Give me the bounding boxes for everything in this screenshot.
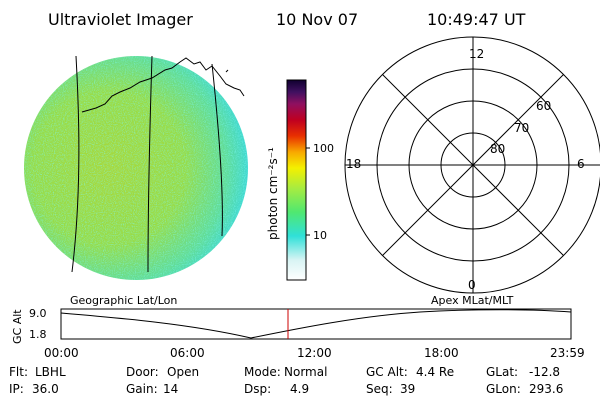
colorbar-tick-label-100: 100 [313, 142, 334, 155]
colorbar: 100 10 photon cm⁻²s⁻¹ [266, 79, 334, 281]
status-door-value: Open [167, 365, 199, 379]
strip-y-tick-top: 9.0 [29, 307, 47, 320]
mlt-label-6: 6 [577, 157, 585, 171]
colorbar-unit-label: photon cm⁻²s⁻¹ [266, 147, 280, 240]
status-ip-key: IP: [9, 382, 24, 396]
status-dsp-value: 4.9 [290, 382, 309, 396]
altitude-curve [60, 309, 572, 339]
longitude-line-3 [211, 63, 223, 237]
strip-y-tick-bottom: 1.8 [29, 328, 47, 341]
status-seq-value: 39 [400, 382, 415, 396]
strip-right-title: Apex MLat/MLT [431, 294, 514, 307]
mlat-label-80: 80 [490, 142, 505, 156]
uv-image-disk [24, 55, 248, 280]
mlt-label-0: 0 [468, 278, 476, 292]
strip-x-tick-4: 23:59 [550, 346, 585, 360]
longitude-line-1 [71, 55, 80, 273]
header: Ultraviolet Imager 10 Nov 07 10:49:47 UT [48, 10, 526, 29]
status-mode-key: Mode: [244, 365, 281, 379]
status-glat-key: GLat: [486, 365, 518, 379]
strip-x-tick-1: 06:00 [170, 346, 205, 360]
colorbar-tick-label-10: 10 [313, 229, 327, 242]
observation-time: 10:49:47 UT [427, 10, 526, 29]
strip-x-tick-2: 12:00 [297, 346, 332, 360]
status-footer: Flt: LBHL Door: Open Mode: Normal GC Alt… [9, 365, 563, 396]
strip-x-tick-0: 00:00 [44, 346, 79, 360]
strip-axis-label: GC Alt [11, 309, 24, 344]
status-glon-key: GLon: [486, 382, 521, 396]
status-gain-value: 14 [163, 382, 178, 396]
status-seq-key: Seq: [366, 382, 393, 396]
mlt-label-18: 18 [346, 157, 361, 171]
status-flt-value: LBHL [35, 365, 66, 379]
mlat-label-70: 70 [514, 121, 529, 135]
status-gcalt-value: 4.4 Re [416, 365, 454, 379]
instrument-title: Ultraviolet Imager [48, 10, 193, 29]
polar-diagonal-2 [382, 74, 564, 256]
status-ip-value: 36.0 [32, 382, 59, 396]
status-dsp-key: Dsp: [244, 382, 271, 396]
status-mode-value: Normal [284, 365, 327, 379]
status-gain-key: Gain: [126, 382, 158, 396]
mlt-label-12: 12 [469, 47, 484, 61]
polar-labels: 12 18 6 0 60 70 80 [346, 47, 585, 292]
uv-disk-speckle [24, 56, 248, 280]
status-flt-key: Flt: [9, 365, 28, 379]
coastline [81, 57, 245, 113]
status-door-key: Door: [126, 365, 159, 379]
status-glat-value: -12.8 [529, 365, 560, 379]
status-gcalt-key: GC Alt: [366, 365, 408, 379]
status-glon-value: 293.6 [529, 382, 563, 396]
strip-x-tick-3: 18:00 [424, 346, 459, 360]
observation-date: 10 Nov 07 [276, 10, 358, 29]
mlat-label-60: 60 [536, 99, 551, 113]
strip-left-title: Geographic Lat/Lon [70, 294, 177, 307]
geo-grid-lines [71, 55, 223, 273]
strip-frame [60, 308, 572, 340]
orbit-strip: Geographic Lat/Lon Apex MLat/MLT GC Alt … [11, 294, 585, 360]
longitude-line-2 [147, 55, 153, 273]
polar-plot [344, 36, 600, 294]
colorbar-scale [286, 79, 307, 281]
